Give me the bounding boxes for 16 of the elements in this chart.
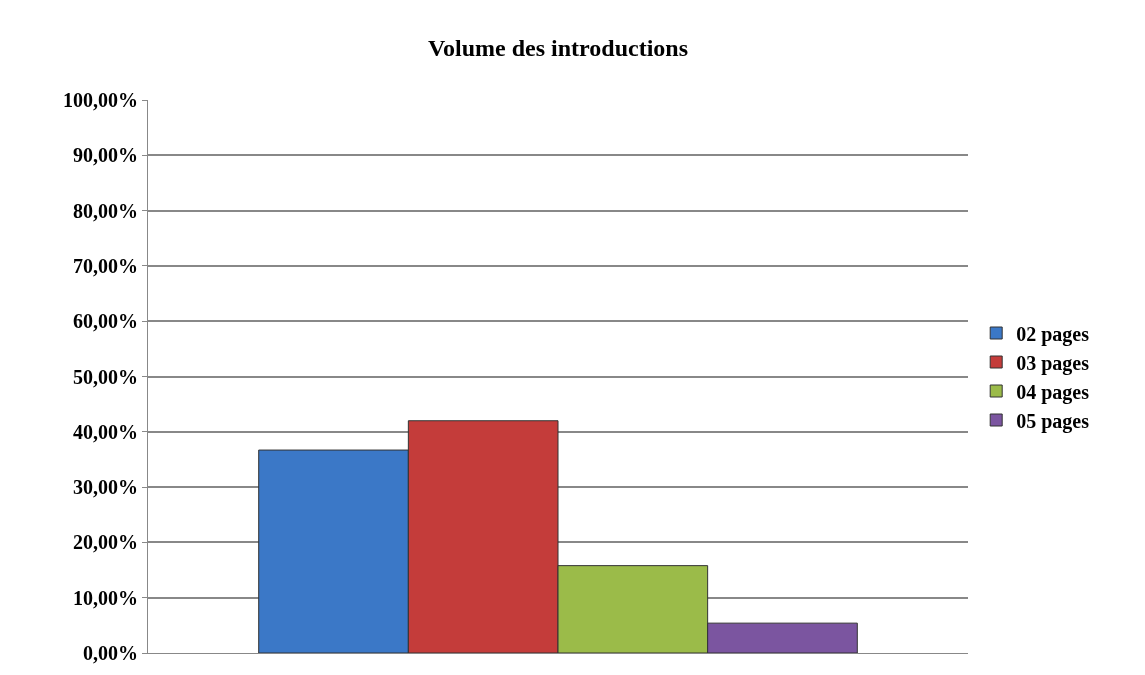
- y-tick-label: 60,00%: [73, 310, 138, 333]
- legend-label: 04 pages: [1016, 380, 1090, 404]
- chart-title: Volume des introductions: [427, 34, 689, 61]
- legend-label: 03 pages: [1016, 351, 1090, 375]
- y-tick-label: 80,00%: [73, 199, 138, 222]
- y-tick-label: 30,00%: [73, 476, 138, 499]
- y-tick-label: 20,00%: [73, 531, 138, 554]
- y-tick-label: 10,00%: [73, 586, 138, 609]
- y-tick-label: 100,00%: [63, 89, 138, 111]
- y-tick-label: 90,00%: [73, 144, 138, 167]
- legend-label: 05 pages: [1016, 409, 1090, 433]
- legend-label: 02 pages: [1016, 322, 1090, 346]
- y-tick-label: 0,00%: [83, 642, 138, 664]
- y-tick-label: 50,00%: [73, 365, 138, 388]
- y-tick-label: 70,00%: [73, 254, 138, 277]
- y-tick-label: 40,00%: [73, 420, 138, 443]
